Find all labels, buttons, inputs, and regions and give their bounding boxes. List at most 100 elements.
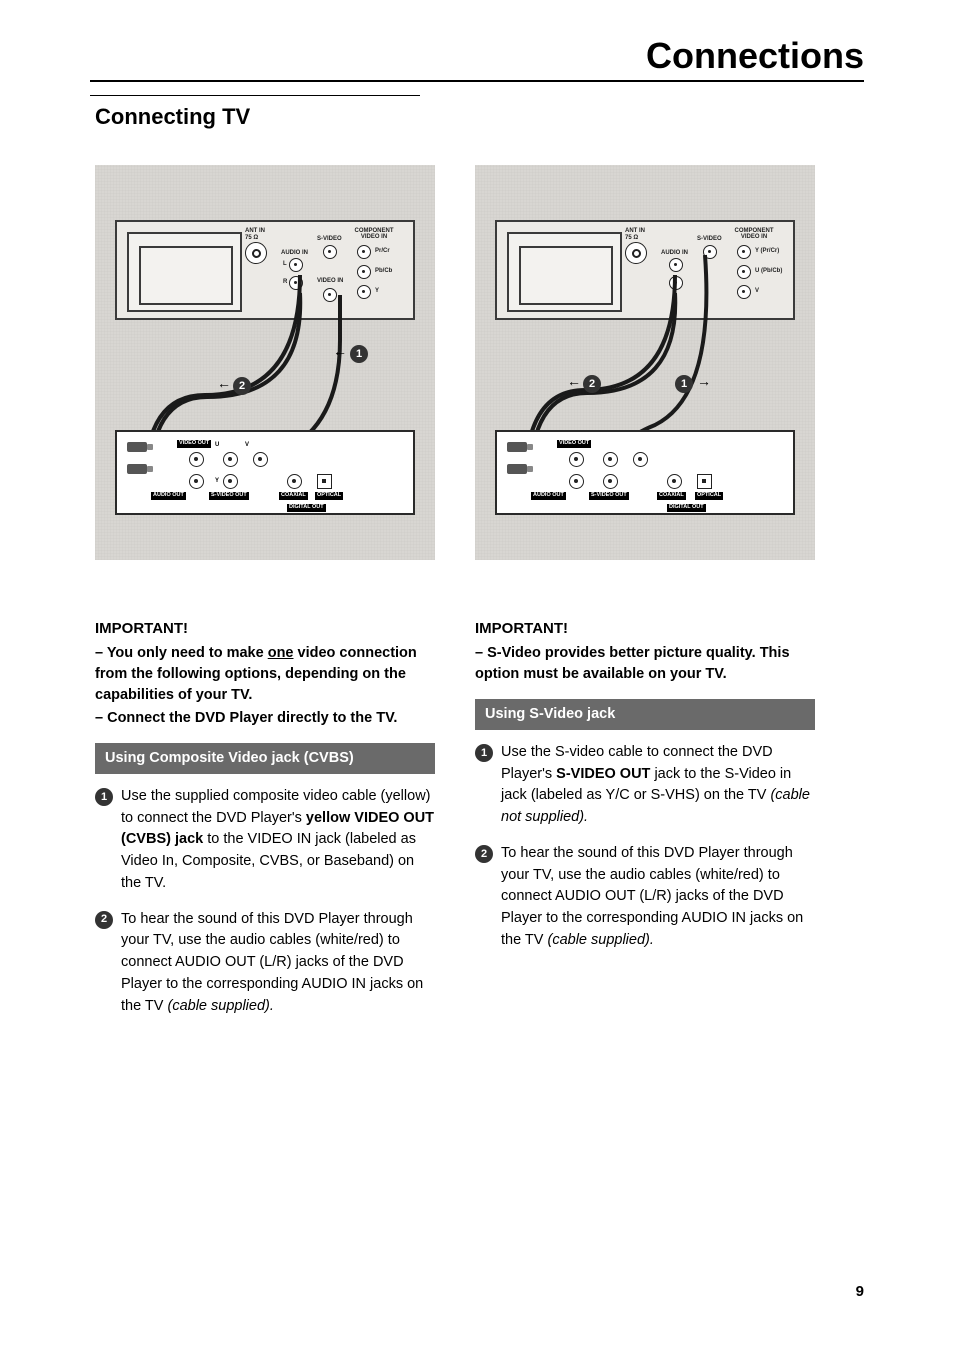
- rs2-i: (cable supplied).: [547, 932, 653, 948]
- label-optical-r: OPTICAL: [695, 492, 723, 500]
- arrow-1: ←: [333, 343, 347, 359]
- lead-text-left: – You only need to make one video connec…: [95, 643, 435, 706]
- s2-i: (cable supplied).: [167, 998, 273, 1014]
- label-ant-sub: 75 Ω: [245, 235, 258, 241]
- port-svideo-r: [703, 245, 717, 259]
- tv-back-panel-r: ANT IN 75 Ω AUDIO IN S-VIDEO COMPONENT V…: [495, 220, 795, 320]
- port-svideo: [323, 245, 337, 259]
- dvd-port-y: [223, 474, 238, 489]
- tv-connector-panel-r: ANT IN 75 Ω AUDIO IN S-VIDEO COMPONENT V…: [625, 228, 785, 316]
- label-pr: Pr/Cr: [375, 248, 390, 254]
- lead1-underline: one: [268, 645, 294, 661]
- label-video-out-r: VIDEO OUT: [557, 440, 591, 448]
- dvd-port-optical-r: [697, 474, 712, 489]
- important-heading-left: IMPORTANT!: [95, 620, 435, 637]
- left-column: IMPORTANT! – You only need to make one v…: [95, 620, 435, 1031]
- step-num-1: 1: [95, 788, 113, 806]
- port-pb: [357, 265, 371, 279]
- page-title: Connections: [646, 35, 864, 77]
- port-audio-l-r: [669, 258, 683, 272]
- dvd-port-v: [253, 452, 268, 467]
- label-svideo-out: S-VIDEO OUT: [209, 492, 249, 500]
- step-2-left: 2 To hear the sound of this DVD Player t…: [95, 909, 435, 1018]
- port-video-in: [323, 288, 337, 302]
- step-1-left: 1 Use the supplied composite video cable…: [95, 786, 435, 895]
- label-ypbcr: Y (Pr/Cr): [755, 248, 779, 254]
- tv-connector-panel: ANT IN 75 Ω AUDIO IN L R VIDEO IN S-VIDE…: [245, 228, 405, 316]
- label-coaxial-r: COAXIAL: [657, 492, 686, 500]
- bar-heading-cvbs: Using Composite Video jack (CVBS): [95, 743, 435, 774]
- title-rule: [90, 80, 864, 82]
- label-v-r: V: [755, 288, 759, 294]
- marker-2: 2: [233, 377, 251, 395]
- step-1-text: Use the supplied composite video cable (…: [121, 786, 435, 895]
- dvd-port-u: [223, 452, 238, 467]
- label-y: Y: [375, 288, 379, 294]
- label-upbcb: U (Pb/Cb): [755, 268, 782, 274]
- arrow-2-r: ←: [567, 373, 581, 389]
- label-video-out: VIDEO OUT: [177, 440, 211, 448]
- dvd-port-v-r: [633, 452, 648, 467]
- dvd-back-panel-r: VIDEO OUT AUDIO OUT S-VIDEO OUT COAXIAL …: [495, 430, 795, 515]
- diagram-composite: ANT IN 75 Ω AUDIO IN L R VIDEO IN S-VIDE…: [95, 165, 435, 560]
- port-ant: [245, 242, 267, 264]
- label-u: U: [215, 442, 219, 448]
- marker-1-r: 1: [675, 375, 693, 393]
- label-audio-out: AUDIO OUT: [151, 492, 186, 500]
- label-v: V: [245, 442, 249, 448]
- step-2-text: To hear the sound of this DVD Player thr…: [121, 909, 435, 1018]
- port-y-r: [737, 285, 751, 299]
- tv-back-panel: ANT IN 75 Ω AUDIO IN L R VIDEO IN S-VIDE…: [115, 220, 415, 320]
- port-audio-l: [289, 258, 303, 272]
- label-l: L: [283, 261, 287, 267]
- lead2-left: – Connect the DVD Player directly to the…: [95, 708, 435, 729]
- dvd-port-coax-r: [667, 474, 682, 489]
- dvd-port-audio: [189, 474, 204, 489]
- label-ant-in-r: ANT IN: [625, 228, 645, 234]
- label-r: R: [283, 279, 287, 285]
- label-svideo: S-VIDEO: [317, 236, 342, 242]
- port-audio-r: [289, 276, 303, 290]
- port-pr-r: [737, 245, 751, 259]
- port-y: [357, 285, 371, 299]
- label-pb: Pb/Cb: [375, 268, 392, 274]
- page-number: 9: [856, 1283, 864, 1300]
- marker-2-r: 2: [583, 375, 601, 393]
- dvd-port-audio-r: [569, 474, 584, 489]
- dvd-back-panel: VIDEO OUT AUDIO OUT U Y V S-VIDEO OUT CO…: [115, 430, 415, 515]
- step-num-2-r: 2: [475, 845, 493, 863]
- plug-audio-r-r: [507, 464, 527, 474]
- label-component-r: COMPONENT VIDEO IN: [729, 228, 779, 240]
- step-num-1-r: 1: [475, 744, 493, 762]
- bar-heading-svideo: Using S-Video jack: [475, 699, 815, 730]
- port-audio-r-r: [669, 276, 683, 290]
- rs1-bold: S-VIDEO OUT: [556, 766, 650, 782]
- label-ant-in: ANT IN: [245, 228, 265, 234]
- diagram-svideo: ANT IN 75 Ω AUDIO IN S-VIDEO COMPONENT V…: [475, 165, 815, 560]
- dvd-port-video: [189, 452, 204, 467]
- lead1-pre: – You only need to make: [95, 645, 268, 661]
- lead-text-right: – S-Video provides better picture qualit…: [475, 643, 815, 685]
- arrow-2: ←: [217, 375, 231, 391]
- marker-1: 1: [350, 345, 368, 363]
- dvd-port-u-r: [603, 452, 618, 467]
- label-digital-out-r: DIGITAL OUT: [667, 504, 706, 512]
- section-title: Connecting TV: [95, 104, 250, 130]
- dvd-port-video-r: [569, 452, 584, 467]
- right-column: IMPORTANT! – S-Video provides better pic…: [475, 620, 815, 966]
- label-svideo-out-r: S-VIDEO OUT: [589, 492, 629, 500]
- plug-audio-l-r: [507, 442, 527, 452]
- step-2-right: 2 To hear the sound of this DVD Player t…: [475, 843, 815, 952]
- label-digital-out: DIGITAL OUT: [287, 504, 326, 512]
- dvd-port-optical: [317, 474, 332, 489]
- plug-audio-l: [127, 442, 147, 452]
- step-2-text-r: To hear the sound of this DVD Player thr…: [501, 843, 815, 952]
- port-ant-r: [625, 242, 647, 264]
- label-audio-in: AUDIO IN: [281, 250, 308, 256]
- label-audio-in-r: AUDIO IN: [661, 250, 688, 256]
- tv-crt-outline-r: [507, 232, 622, 312]
- tv-crt-outline: [127, 232, 242, 312]
- label-ant-sub-r: 75 Ω: [625, 235, 638, 241]
- label-component: COMPONENT VIDEO IN: [349, 228, 399, 240]
- label-optical: OPTICAL: [315, 492, 343, 500]
